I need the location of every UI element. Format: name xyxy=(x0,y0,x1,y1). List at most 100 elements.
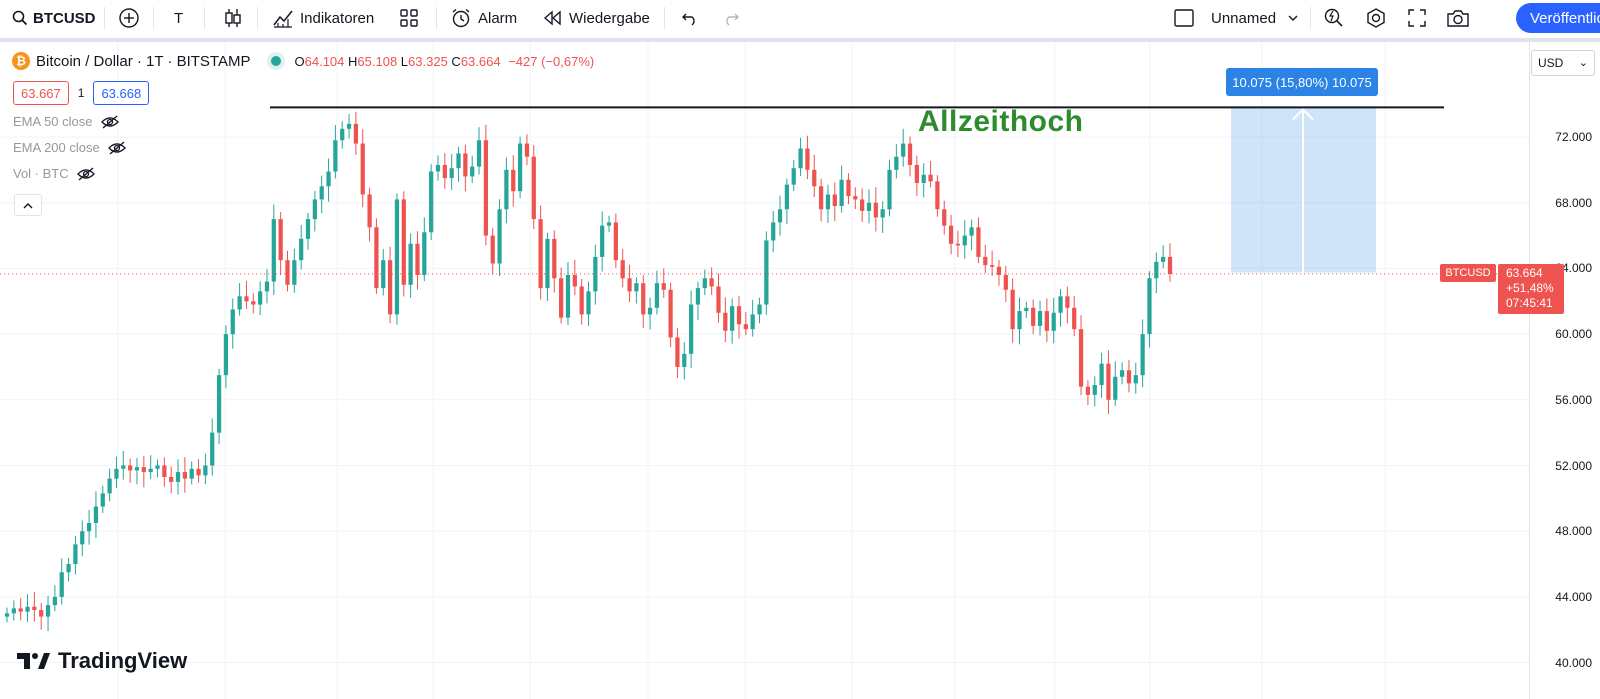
currency-dropdown[interactable]: USD ⌄ xyxy=(1531,50,1595,76)
redo-button[interactable] xyxy=(722,0,740,36)
candle-body xyxy=(832,194,837,206)
bitcoin-logo-icon: ₿ xyxy=(12,52,30,70)
series-title[interactable]: Bitcoin / Dollar · 1T · BITSTAMP xyxy=(36,52,251,70)
layout-name-dropdown[interactable]: Unnamed xyxy=(1211,0,1298,36)
candle-body xyxy=(866,202,872,211)
indicator-ema200[interactable]: EMA 200 close xyxy=(13,140,126,155)
candle-body xyxy=(456,153,461,169)
candle-body xyxy=(873,202,878,218)
candle-body xyxy=(374,227,379,289)
snapshot-button[interactable] xyxy=(1446,0,1470,36)
candle-body xyxy=(613,222,618,261)
price-axis-tick: 40.000 xyxy=(1555,655,1592,670)
brand-name: TradingView xyxy=(58,648,188,673)
candle-body xyxy=(1106,363,1111,400)
candle-body xyxy=(408,243,413,285)
interval-label: T xyxy=(174,9,184,27)
symbol-label: BTCUSD xyxy=(33,9,96,27)
indicator-ema50[interactable]: EMA 50 close xyxy=(13,114,119,129)
eye-hidden-icon[interactable] xyxy=(107,141,126,155)
candle-body xyxy=(1010,289,1015,330)
chart-type-button[interactable] xyxy=(222,0,244,36)
candle-body xyxy=(11,608,16,614)
candle-body xyxy=(346,123,352,129)
chart-pane[interactable]: Allzeithoch xyxy=(0,42,1530,699)
candle-body xyxy=(244,296,249,302)
candle-body xyxy=(1024,307,1029,312)
candle-body xyxy=(1051,312,1056,331)
chevron-up-icon xyxy=(23,202,33,208)
candle-body xyxy=(586,291,591,315)
symbol-search[interactable]: BTCUSD xyxy=(12,0,96,36)
quote-boxes: 63.667 1 63.668 xyxy=(13,81,150,105)
candle-body xyxy=(216,375,222,433)
candle-body xyxy=(4,613,10,617)
candle-body xyxy=(736,306,742,325)
candle-body xyxy=(654,283,660,308)
indicator-volume[interactable]: Vol · BTC xyxy=(13,166,95,181)
candle-body xyxy=(545,238,550,289)
compare-button[interactable] xyxy=(118,0,140,36)
candle-body xyxy=(429,171,434,233)
candle-body xyxy=(969,227,974,236)
candle-body xyxy=(976,227,981,257)
spread-size: 1 xyxy=(77,86,85,100)
candle-body xyxy=(1044,311,1049,331)
candle-body xyxy=(340,128,345,141)
replay-button[interactable]: Wiedergabe xyxy=(543,0,650,36)
candle-body xyxy=(771,222,776,241)
publish-label: Veröffentlichen xyxy=(1530,9,1600,27)
price-axis[interactable]: 72.000 68.000 64.000 60.000 56.000 52.000 48.0… xyxy=(1531,42,1600,699)
sell-price-button[interactable]: 63.667 xyxy=(13,81,69,105)
eye-hidden-icon[interactable] xyxy=(76,167,95,181)
layout-button[interactable] xyxy=(1173,0,1195,36)
candle-body xyxy=(996,266,1002,275)
candle-body xyxy=(538,219,543,289)
candle-body xyxy=(203,465,208,476)
candle-body xyxy=(579,286,584,315)
candle-body xyxy=(948,225,954,244)
undo-button[interactable] xyxy=(681,0,699,36)
candle-body xyxy=(860,199,865,211)
candle-body xyxy=(634,283,639,292)
candles-icon xyxy=(225,9,241,27)
layout-square-icon xyxy=(1174,9,1194,27)
candle-body xyxy=(1065,296,1070,308)
alert-label: Alarm xyxy=(478,9,518,27)
candle-body xyxy=(887,169,892,210)
measure-tool-label[interactable]: 10.075 (15,80%) 10.075 xyxy=(1226,68,1378,96)
candle-body xyxy=(620,260,625,279)
close-key: C xyxy=(451,53,461,69)
candle-body xyxy=(66,564,71,573)
candle-body xyxy=(1003,274,1008,290)
candle-body xyxy=(319,186,324,200)
quick-search-button[interactable] xyxy=(1323,0,1345,36)
indicators-button[interactable]: Indikatoren xyxy=(272,0,374,36)
publish-button[interactable]: Veröffentlichen xyxy=(1516,3,1600,33)
interval-button[interactable]: T xyxy=(174,0,183,36)
candle-body xyxy=(470,166,475,177)
candle-body xyxy=(593,256,598,292)
eye-hidden-icon[interactable] xyxy=(100,115,119,129)
price-axis-tick: 56.000 xyxy=(1555,392,1592,407)
candle-body xyxy=(45,605,51,617)
settings-button[interactable] xyxy=(1365,0,1387,36)
buy-price-button[interactable]: 63.668 xyxy=(93,81,150,105)
low-key: L xyxy=(400,53,409,69)
fullscreen-button[interactable] xyxy=(1407,0,1427,36)
alert-button[interactable]: Alarm xyxy=(450,0,517,36)
price-chart[interactable] xyxy=(0,42,1530,699)
candle-body xyxy=(907,143,913,165)
indicator-label: EMA 50 close xyxy=(13,114,93,129)
candle-body xyxy=(483,140,489,236)
candle-body xyxy=(517,143,523,192)
low-value: 63.325 xyxy=(408,53,448,69)
candle-body xyxy=(175,472,181,482)
candle-body xyxy=(894,156,899,170)
price-axis-tick: 48.000 xyxy=(1555,524,1592,539)
ath-annotation[interactable]: Allzeithoch xyxy=(918,105,1084,138)
tradingview-logo[interactable]: TradingView xyxy=(16,648,187,674)
templates-button[interactable] xyxy=(399,0,419,36)
collapse-legend-button[interactable] xyxy=(14,194,42,216)
